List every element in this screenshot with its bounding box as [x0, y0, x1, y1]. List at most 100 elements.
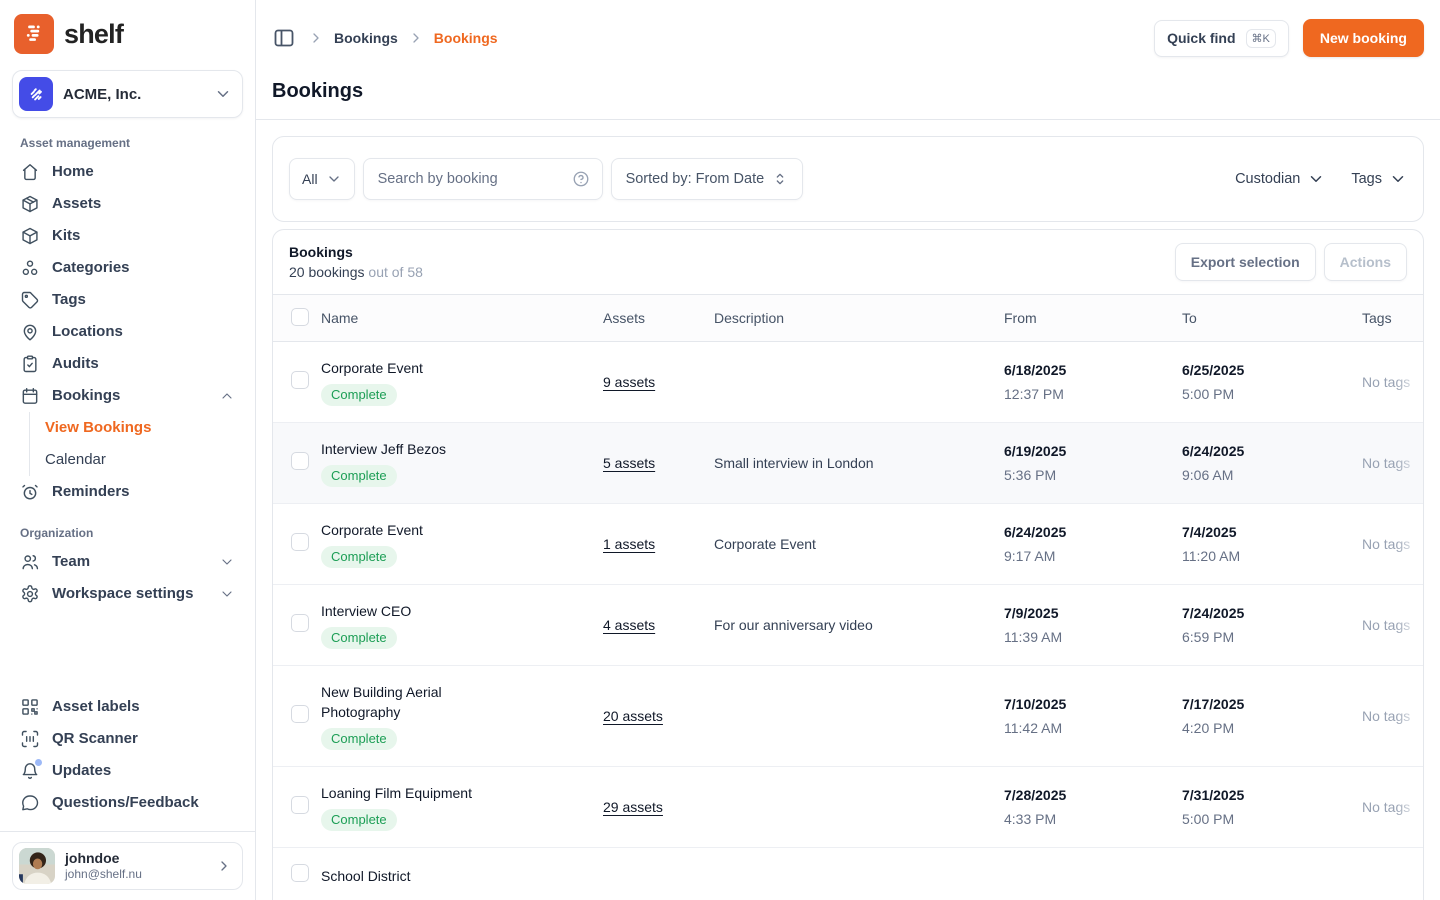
- assets-link[interactable]: 20 assets: [603, 708, 663, 724]
- sidebar-item-locations[interactable]: Locations: [12, 316, 243, 348]
- organization-name: ACME, Inc.: [63, 85, 142, 103]
- sidebar-item-home[interactable]: Home: [12, 156, 243, 188]
- chevron-down-icon: [222, 591, 232, 597]
- tags-filter-label: Tags: [1351, 171, 1382, 187]
- booking-from: [1004, 860, 1182, 892]
- alarm-clock-icon: [22, 484, 38, 500]
- page-header: Bookings: [256, 76, 1440, 120]
- column-header-from[interactable]: From: [1004, 310, 1037, 326]
- status-badge: Complete: [321, 627, 397, 649]
- sidebar-submenu: View Bookings Calendar: [29, 412, 243, 476]
- quick-find-button[interactable]: Quick find ⌘K: [1154, 19, 1289, 57]
- booking-description: [714, 791, 1004, 823]
- users-icon: [22, 555, 39, 570]
- booking-name: Interview Jeff Bezos: [321, 441, 447, 457]
- sidebar-item-workspace-settings[interactable]: Workspace settings: [12, 578, 243, 610]
- sidebar-toggle-button[interactable]: [272, 25, 298, 51]
- table-row[interactable]: Corporate Event Complete 1 assets Corporate…: [273, 504, 1423, 585]
- sidebar-item-label: QR Scanner: [52, 730, 138, 747]
- booking-name: Corporate Event: [321, 522, 423, 538]
- sidebar-item-kits[interactable]: Kits: [12, 220, 243, 252]
- sidebar-item-team[interactable]: Team: [12, 546, 243, 578]
- row-checkbox[interactable]: [291, 864, 309, 882]
- sidebar-item-reminders[interactable]: Reminders: [12, 476, 243, 508]
- sidebar-item-tags[interactable]: Tags: [12, 284, 243, 316]
- assets-link[interactable]: 5 assets: [603, 455, 656, 471]
- status-badge: Complete: [321, 546, 397, 568]
- organization-avatar: [19, 77, 53, 111]
- booking-from: 6/19/2025 5:36 PM: [1004, 443, 1067, 483]
- assets-link[interactable]: 29 assets: [603, 799, 663, 815]
- help-circle-icon[interactable]: [572, 170, 590, 188]
- sidebar-divider: [0, 831, 255, 832]
- custodian-filter-dropdown[interactable]: Custodian: [1235, 170, 1325, 188]
- booking-from: 7/9/2025 11:39 AM: [1004, 605, 1063, 645]
- sidebar-item-label: Locations: [52, 323, 123, 340]
- table-row[interactable]: New Building Aerial Photography Complete 2…: [273, 666, 1423, 767]
- row-checkbox[interactable]: [291, 613, 309, 632]
- row-checkbox[interactable]: [291, 795, 309, 814]
- booking-tags: No tags: [1362, 374, 1411, 390]
- app-logo[interactable]: shelf: [12, 14, 243, 54]
- column-header-description[interactable]: Description: [714, 310, 785, 326]
- breadcrumb-item-current[interactable]: Bookings: [433, 30, 498, 46]
- column-header-to[interactable]: To: [1182, 310, 1197, 326]
- chevron-right-icon: [413, 33, 419, 43]
- table-row[interactable]: Interview CEO Complete 4 assets For our ann…: [273, 585, 1423, 666]
- organization-selector[interactable]: ACME, Inc.: [12, 70, 243, 118]
- row-checkbox[interactable]: [291, 704, 309, 723]
- sidebar-item-questions-feedback[interactable]: Questions/Feedback: [12, 787, 243, 819]
- assets-link[interactable]: 4 assets: [603, 617, 656, 633]
- search-input[interactable]: [375, 170, 564, 188]
- table-row[interactable]: Loaning Film Equipment Complete 29 assets 7…: [273, 767, 1423, 848]
- row-checkbox[interactable]: [291, 532, 309, 551]
- sidebar-item-view-bookings[interactable]: View Bookings: [45, 419, 152, 436]
- booking-description: Small interview in London: [714, 455, 874, 471]
- assets-link[interactable]: 1 assets: [603, 536, 656, 552]
- table-row[interactable]: Corporate Event Complete 9 assets 6/18/2025…: [273, 342, 1423, 423]
- column-header-name[interactable]: Name: [321, 310, 359, 326]
- table-row[interactable]: School District: [273, 848, 1423, 900]
- user-menu[interactable]: johndoe john@shelf.nu: [12, 842, 243, 890]
- select-all-checkbox[interactable]: [291, 307, 309, 326]
- home-icon: [22, 164, 38, 181]
- tags-filter-dropdown[interactable]: Tags: [1351, 170, 1407, 188]
- sidebar-item-label: Team: [52, 553, 91, 570]
- categories-icon: [22, 260, 38, 276]
- main-area: Bookings Bookings Quick find ⌘K New book…: [256, 0, 1440, 900]
- booking-from: 6/24/2025 9:17 AM: [1004, 524, 1067, 564]
- location-pin-icon: [23, 324, 37, 341]
- column-header-assets[interactable]: Assets: [603, 310, 646, 326]
- booking-tags: No tags: [1362, 799, 1411, 815]
- sidebar-item-assets[interactable]: Assets: [12, 188, 243, 220]
- sort-button[interactable]: Sorted by: From Date: [610, 158, 804, 200]
- sidebar-item-updates[interactable]: Updates: [12, 755, 243, 787]
- sidebar-item-qr-scanner[interactable]: QR Scanner: [12, 723, 243, 755]
- search-type-select[interactable]: All: [289, 158, 355, 200]
- sidebar-item-bookings[interactable]: Bookings: [12, 380, 243, 412]
- booking-from: 7/28/2025 4:33 PM: [1004, 787, 1067, 827]
- status-badge: Complete: [321, 384, 397, 406]
- booking-to: [1182, 860, 1362, 892]
- sidebar-footer: Asset labels QR Scanner Updates Questions/F…: [12, 691, 243, 819]
- sidebar-item-categories[interactable]: Categories: [12, 252, 243, 284]
- actions-button[interactable]: Actions: [1323, 243, 1407, 281]
- bell-icon: [22, 763, 38, 779]
- sidebar-item-calendar[interactable]: Calendar: [45, 451, 106, 468]
- booking-to: 7/17/2025 4:20 PM: [1182, 696, 1245, 736]
- sidebar-item-asset-labels[interactable]: Asset labels: [12, 691, 243, 723]
- notification-dot: [34, 758, 43, 767]
- assets-link[interactable]: 9 assets: [603, 374, 656, 390]
- page-title: Bookings: [272, 80, 364, 102]
- row-checkbox[interactable]: [291, 451, 309, 470]
- breadcrumb-item[interactable]: Bookings: [334, 30, 398, 46]
- export-selection-button[interactable]: Export selection: [1174, 243, 1316, 281]
- sidebar-nav: Asset management Home Assets Kits Categories…: [12, 118, 243, 610]
- row-checkbox[interactable]: [291, 370, 309, 389]
- table-row[interactable]: Interview Jeff Bezos Complete 5 assets Smal…: [273, 423, 1423, 504]
- column-header-tags[interactable]: Tags: [1362, 310, 1392, 326]
- sidebar-item-audits[interactable]: Audits: [12, 348, 243, 380]
- booking-description: For our anniversary video: [714, 617, 873, 633]
- booking-tags: No tags: [1362, 455, 1411, 471]
- new-booking-button[interactable]: New booking: [1302, 19, 1424, 57]
